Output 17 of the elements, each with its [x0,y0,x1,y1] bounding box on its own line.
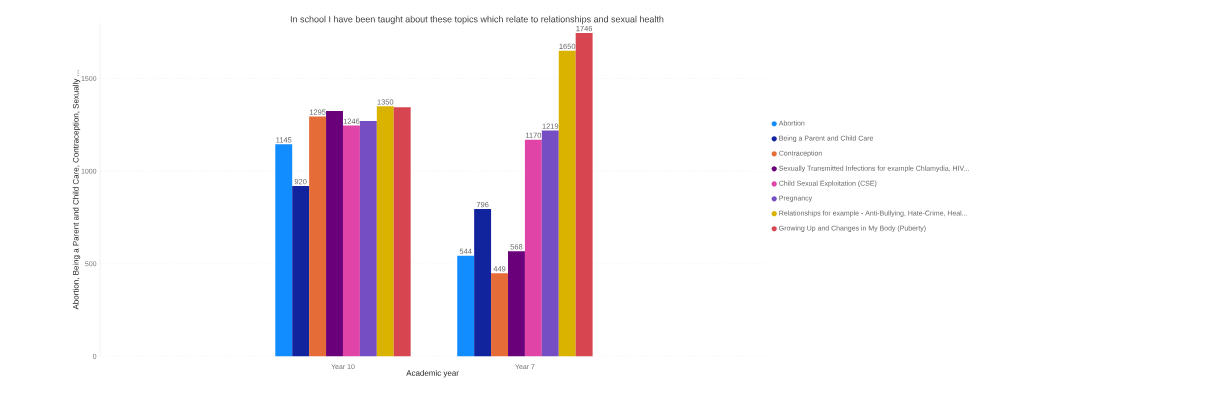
bar [359,121,377,357]
bar [491,273,508,357]
bar [575,32,593,357]
bar [309,116,327,357]
bar [474,208,492,357]
bar [326,111,343,357]
bar [376,106,394,357]
chart-title: In school I have been taught about these topics which relate to relationships and sexual health [290,15,664,25]
bar [292,185,310,357]
bar [393,107,411,357]
bar [524,139,542,357]
bar [558,50,576,357]
bar [507,251,525,357]
bar [342,125,360,357]
bar [457,255,475,357]
bar [275,144,293,357]
bar [541,130,559,357]
